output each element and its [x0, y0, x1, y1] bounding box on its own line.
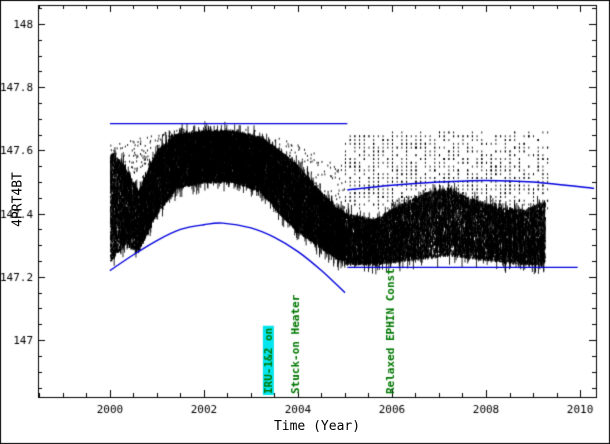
- y-axis-label: 4PRT4BT: [10, 172, 26, 227]
- x-axis-label: Time (Year): [273, 419, 361, 434]
